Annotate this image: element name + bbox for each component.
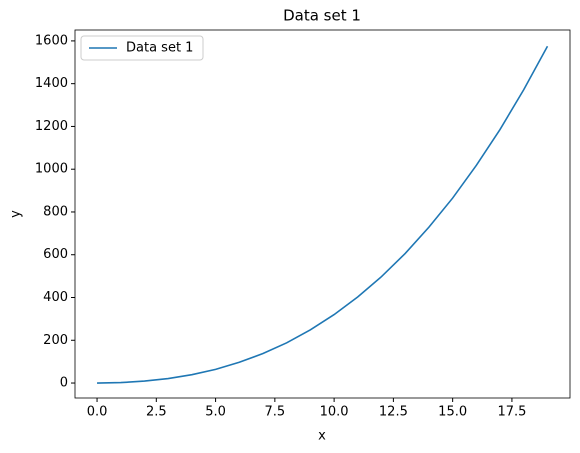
y-tick-label: 600 bbox=[43, 247, 68, 262]
y-tick-label: 1000 bbox=[35, 162, 68, 177]
x-axis-label: x bbox=[318, 429, 326, 444]
y-tick-label: 200 bbox=[43, 333, 68, 348]
y-tick-label: 1200 bbox=[35, 119, 68, 134]
y-tick-label: 1600 bbox=[35, 33, 68, 48]
plot-frame bbox=[74, 29, 571, 399]
x-tick-label: 15.0 bbox=[438, 405, 467, 420]
x-tick-label: 12.5 bbox=[379, 405, 408, 420]
x-tick-label: 17.5 bbox=[497, 405, 526, 420]
x-tick-label: 10.0 bbox=[320, 405, 349, 420]
y-tick-label: 800 bbox=[43, 204, 68, 219]
x-tick-label: 7.5 bbox=[265, 405, 286, 420]
data-line bbox=[97, 45, 549, 384]
y-tick-label: 0 bbox=[60, 376, 68, 391]
y-tick-label: 400 bbox=[43, 290, 68, 305]
chart-title: Data set 1 bbox=[283, 7, 361, 25]
legend-label: Data set 1 bbox=[126, 41, 193, 56]
y-axis-label: y bbox=[9, 210, 24, 218]
x-tick-label: 0.0 bbox=[87, 405, 108, 420]
x-tick-label: 2.5 bbox=[146, 405, 167, 420]
y-tick-label: 1400 bbox=[35, 76, 68, 91]
x-tick-label: 5.0 bbox=[205, 405, 226, 420]
legend-box bbox=[80, 35, 204, 61]
